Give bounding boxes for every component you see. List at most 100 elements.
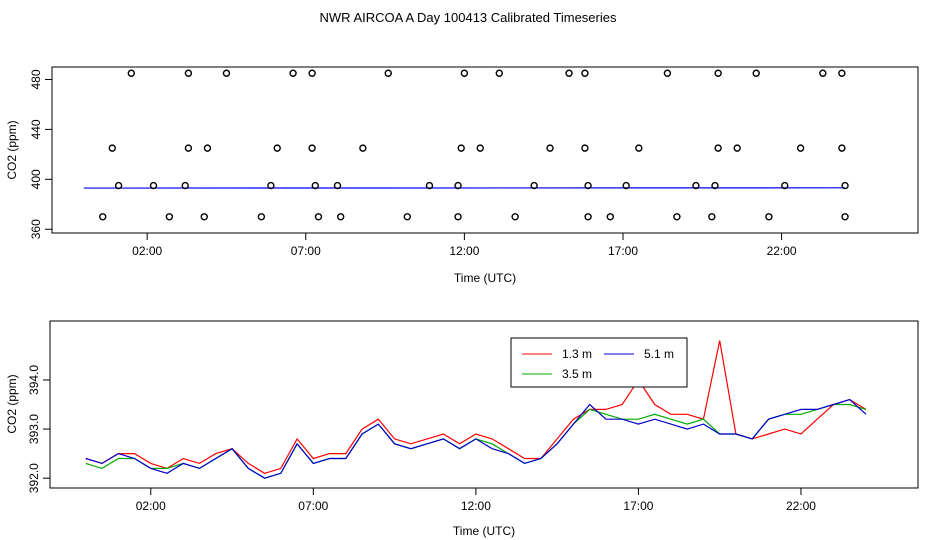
legend-label-1-3m: 1.3 m (562, 347, 592, 361)
flag-point (565, 69, 573, 77)
flag-point (333, 181, 342, 190)
flag-point (267, 181, 275, 190)
flag-point (796, 144, 805, 152)
flags-x-tick-label: 07:00 (291, 244, 321, 258)
flags-y-tick-label: 360 (29, 219, 43, 239)
series-line-1-3-m (85, 340, 867, 474)
timeseries-x-label: Time (UTC) (453, 524, 515, 538)
timeseries-y-axis: 392.0 393.0 394.0 (27, 365, 50, 493)
flag-point (203, 144, 212, 152)
timeseries-y-label: CO2 (ppm) (5, 374, 19, 433)
flag-point (581, 144, 589, 152)
flags-y-axis: 360 400 440 480 (29, 69, 52, 239)
figure-title: NWR AIRCOA A Day 100413 Calibrated Times… (320, 10, 617, 25)
timeseries-panel: 02:00 07:00 12:00 17:00 22:00 392.0 393.0 394.… (5, 320, 919, 538)
flags-x-axis: 02:00 07:00 12:00 17:00 22:00 (132, 233, 797, 258)
series-line-3-5-m (85, 403, 867, 479)
flag-point (289, 69, 297, 77)
flag-point (127, 69, 136, 77)
flag-point (838, 69, 846, 77)
flag-point (108, 144, 116, 152)
flag-point (181, 181, 189, 190)
flag-point (819, 69, 827, 77)
flags-points-layer (99, 69, 849, 221)
flag-point (149, 181, 158, 190)
flag-point (841, 181, 849, 190)
flag-point (200, 213, 208, 221)
flag-point (425, 181, 434, 190)
flags-panel: 02:00 07:00 12:00 17:00 22:00 360 400 440 480 T… (5, 66, 919, 285)
flags-y-tick-label: 440 (29, 119, 43, 139)
flag-point (622, 181, 630, 190)
timeseries-x-axis: 02:00 07:00 12:00 17:00 22:00 (136, 488, 816, 513)
legend-box (510, 337, 688, 388)
flag-point (708, 213, 716, 221)
flags-x-tick-label: 02:00 (132, 244, 162, 258)
flag-point (308, 144, 316, 152)
flag-point (222, 69, 231, 77)
flags-x-tick-label: 12:00 (449, 244, 479, 258)
flag-point (308, 69, 316, 77)
flag-point (460, 69, 469, 77)
flag-point (454, 213, 462, 221)
flag-point (114, 181, 123, 190)
flag-point (581, 69, 589, 77)
flag-point (403, 213, 411, 221)
timeseries-x-tick-label: 02:00 (136, 499, 166, 513)
timeseries-x-tick-label: 17:00 (623, 499, 653, 513)
flag-point (273, 144, 281, 152)
flag-point (584, 213, 592, 221)
timeseries-plot-frame (49, 320, 919, 489)
timeseries-x-tick-label: 07:00 (298, 499, 328, 513)
flag-point (457, 144, 465, 152)
flag-point (257, 213, 266, 221)
flag-point (359, 144, 367, 152)
flags-y-label: CO2 (ppm) (5, 120, 19, 179)
flag-point (511, 213, 519, 221)
flags-plot-frame (51, 66, 919, 234)
flag-point (711, 181, 719, 190)
flag-point (476, 144, 484, 152)
timeseries-y-tick-label: 392.0 (27, 463, 41, 493)
flag-point (165, 213, 174, 221)
flag-point (673, 213, 681, 221)
flag-point (454, 181, 462, 190)
timeseries-x-tick-label: 22:00 (786, 499, 816, 513)
series-line-5-1-m (85, 398, 867, 479)
flag-point (314, 213, 323, 221)
flag-point (781, 181, 789, 190)
flag-point (530, 181, 538, 190)
flag-point (606, 213, 615, 221)
flag-point (635, 144, 643, 152)
timeseries-y-tick-label: 393.0 (27, 414, 41, 444)
legend-label-5-1m: 5.1 m (644, 347, 674, 361)
timeseries-y-tick-label: 394.0 (27, 365, 41, 395)
flag-point (663, 69, 672, 77)
flag-point (692, 181, 700, 190)
timeseries-x-tick-label: 12:00 (461, 499, 491, 513)
flag-point (546, 144, 554, 152)
flags-x-label: Time (UTC) (454, 271, 516, 285)
flag-point (733, 144, 741, 152)
flag-point (714, 144, 722, 152)
flag-point (714, 69, 722, 77)
flag-point (841, 213, 849, 221)
timeseries-lines-layer (85, 340, 867, 479)
flags-x-tick-label: 22:00 (767, 244, 797, 258)
flag-point (384, 69, 392, 77)
flag-point (765, 213, 773, 221)
flag-point (99, 213, 107, 221)
legend-label-3-5m: 3.5 m (562, 367, 592, 381)
flags-x-tick-label: 17:00 (608, 244, 638, 258)
flag-point (838, 144, 846, 152)
flag-point (752, 69, 760, 77)
legend: 1.3 m 5.1 m 3.5 m (510, 337, 688, 388)
flag-point (184, 144, 193, 152)
flag-point (184, 69, 193, 77)
flag-point (495, 69, 503, 77)
flags-y-tick-label: 480 (29, 69, 43, 89)
flags-y-tick-label: 400 (29, 169, 43, 189)
flag-point (311, 181, 319, 190)
flag-point (584, 181, 592, 190)
